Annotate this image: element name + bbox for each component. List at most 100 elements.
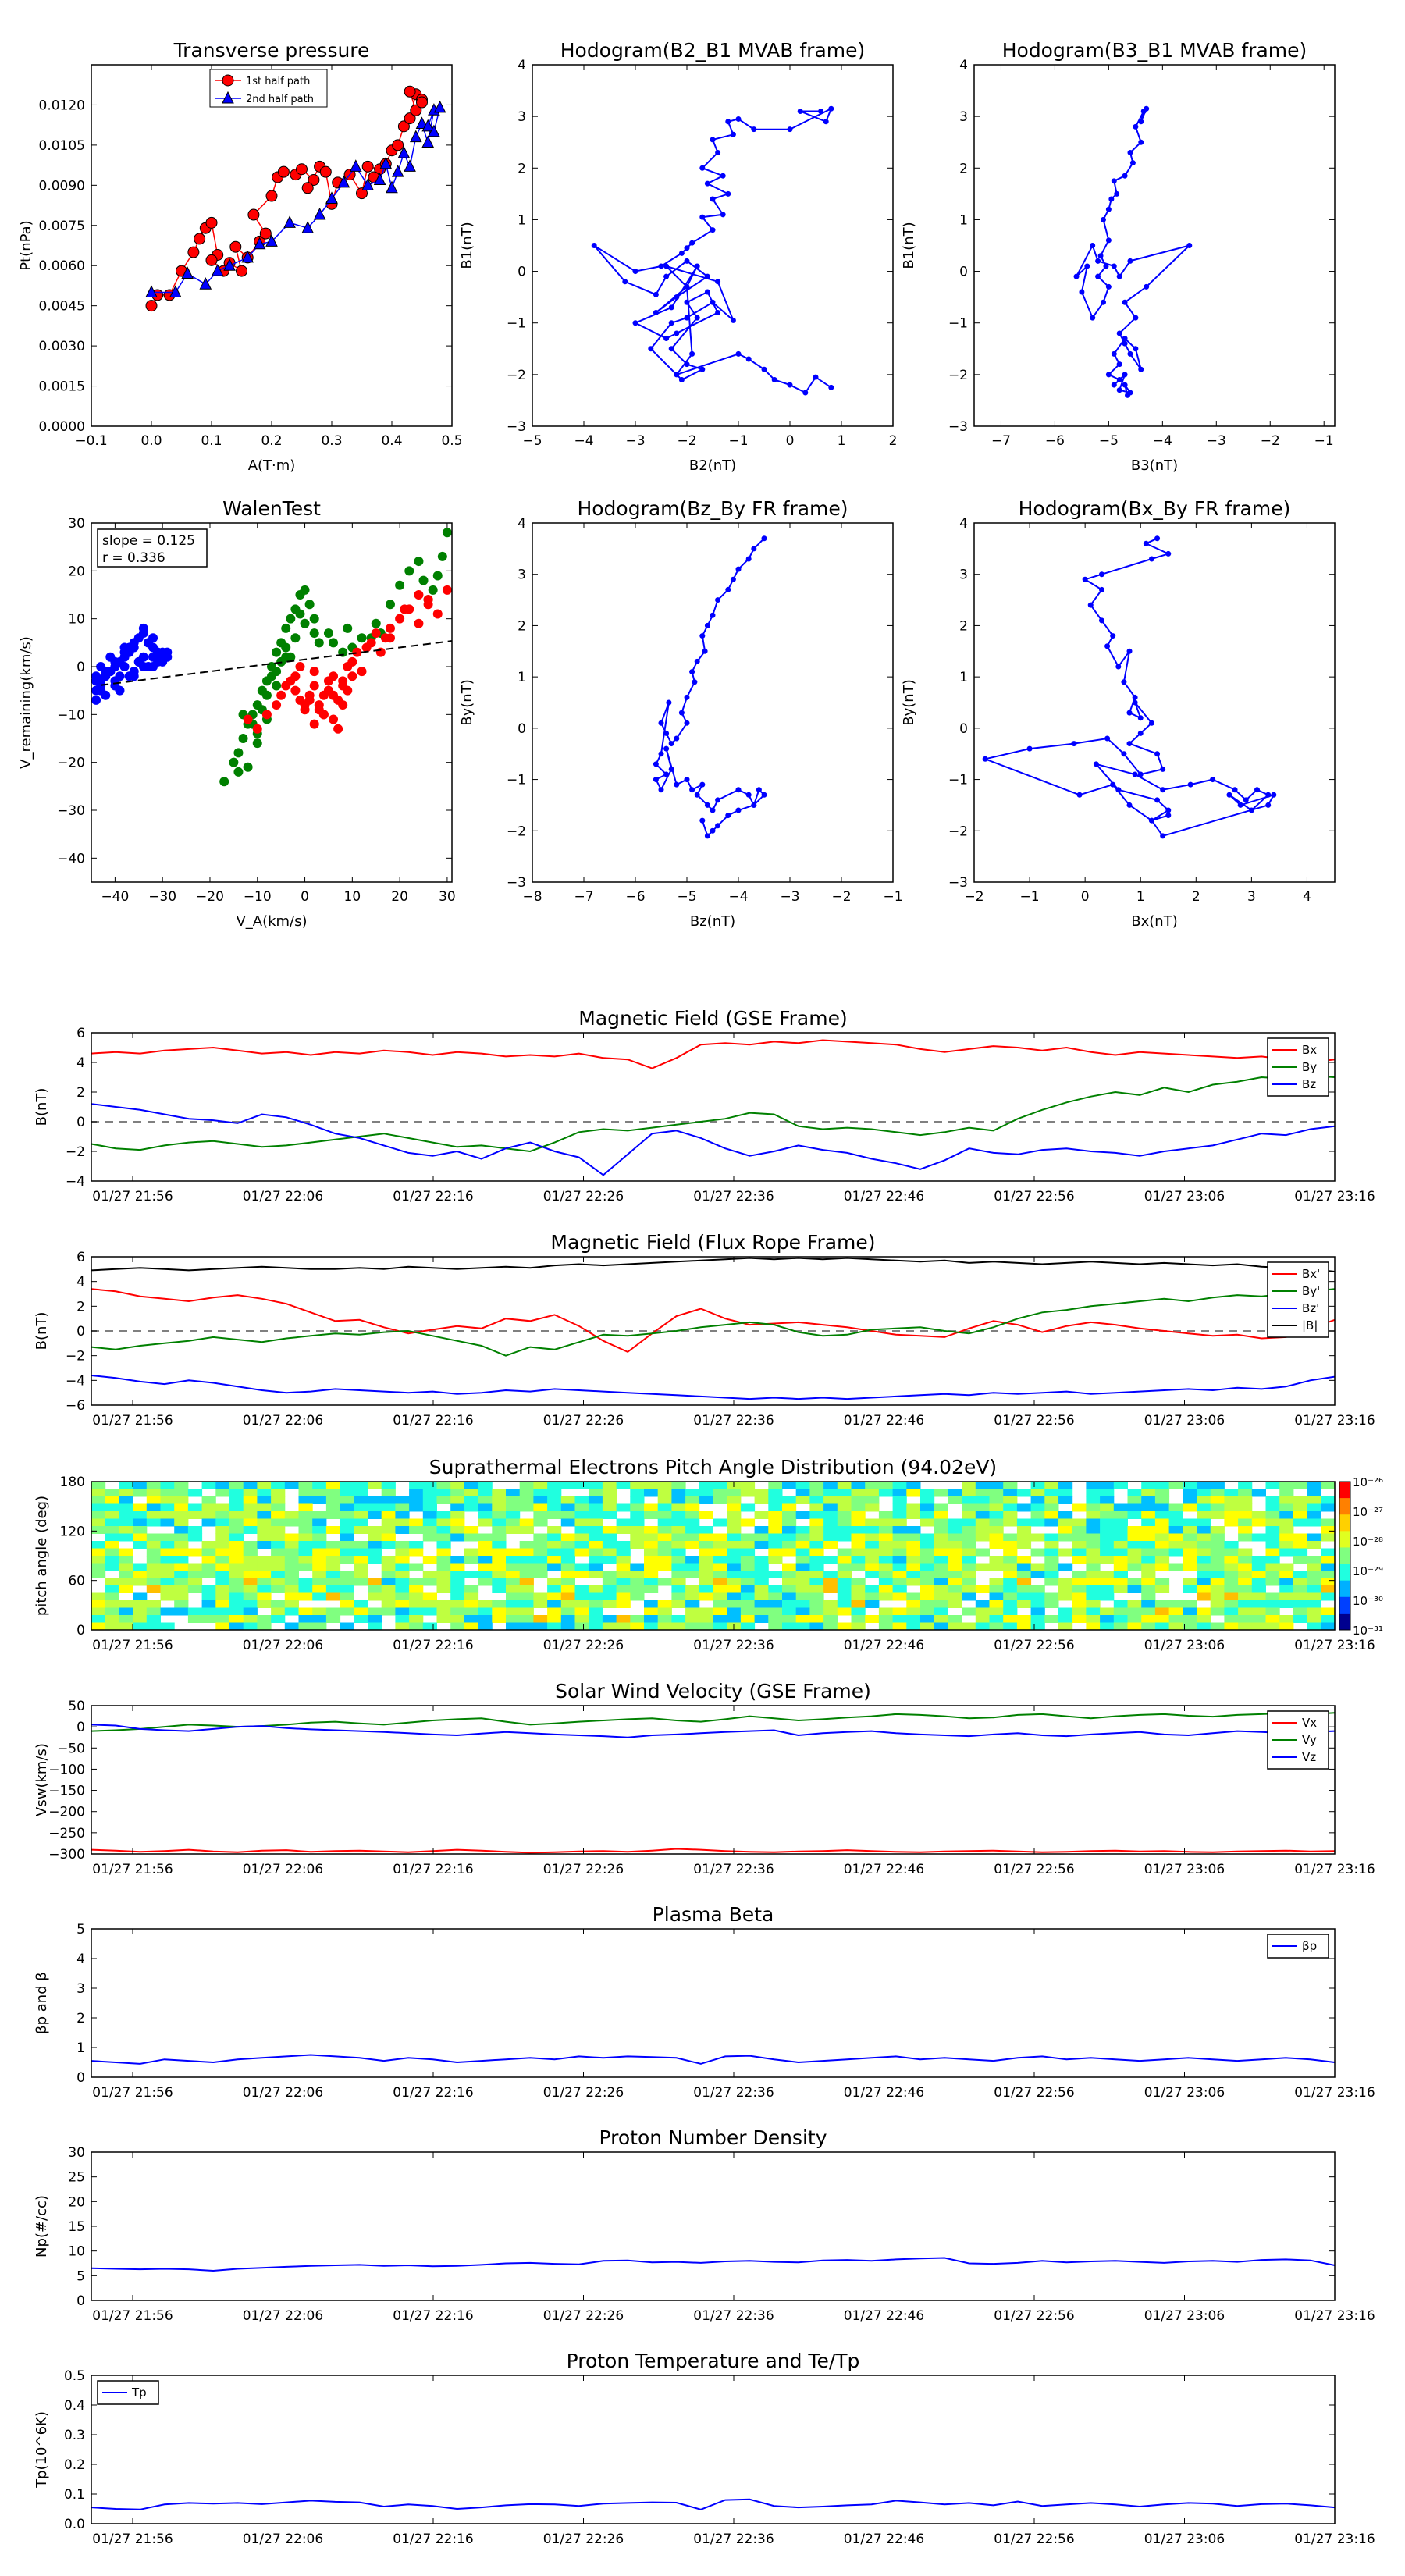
heatmap-cell (1003, 1578, 1018, 1586)
heatmap-cell (325, 1578, 341, 1586)
data-point (205, 216, 218, 229)
heatmap-cell (589, 1541, 603, 1549)
data-point (1187, 781, 1193, 788)
data-point (309, 614, 319, 624)
data-point (735, 787, 742, 793)
heatmap-cell (436, 1600, 451, 1608)
heatmap-cell (616, 1518, 631, 1527)
heatmap-cell (1238, 1526, 1253, 1534)
heatmap-cell (312, 1607, 327, 1616)
heatmap-cell (1210, 1622, 1225, 1631)
heatmap-cell (1141, 1541, 1156, 1549)
heatmap-cell (312, 1518, 327, 1527)
heatmap-cell (671, 1578, 686, 1586)
heatmap-cell (782, 1585, 797, 1593)
data-point (1254, 787, 1260, 793)
x-axis-label: A(T·m) (248, 457, 296, 474)
heatmap-cell (685, 1563, 700, 1571)
heatmap-cell (878, 1585, 894, 1593)
heatmap-cell (436, 1496, 451, 1504)
data-point (329, 690, 339, 700)
heatmap-cell (1003, 1503, 1018, 1512)
heatmap-cell (754, 1585, 769, 1593)
time-tick-label: 01/27 21:56 (92, 2085, 173, 2101)
chart-title: Hodogram(B3_B1 MVAB frame) (1002, 39, 1307, 62)
heatmap-cell (920, 1563, 935, 1571)
heatmap-cell (574, 1496, 589, 1504)
heatmap-cell (354, 1571, 368, 1578)
heatmap-cell (644, 1600, 659, 1608)
heatmap-cell (298, 1578, 313, 1586)
heatmap-cell (215, 1548, 230, 1557)
y-tick-label: 3 (518, 568, 526, 583)
x-tick-label: 1 (1136, 889, 1145, 905)
heatmap-cell (1141, 1489, 1156, 1497)
heatmap-cell (1210, 1503, 1225, 1512)
data-point (404, 85, 416, 98)
heatmap-cell (91, 1615, 106, 1623)
series-line (91, 1257, 1336, 1272)
heatmap-cell (878, 1563, 894, 1571)
heatmap-cell (243, 1511, 258, 1519)
heatmap-cell (782, 1571, 797, 1578)
heatmap-cell (699, 1578, 713, 1586)
heatmap-cell (948, 1622, 962, 1631)
data-point (301, 221, 315, 233)
heatmap-cell (1127, 1548, 1142, 1557)
heatmap-cell (574, 1533, 589, 1542)
heatmap-cell (989, 1585, 1004, 1593)
heatmap-cell (478, 1533, 493, 1542)
heatmap-cell (699, 1571, 713, 1578)
legend-label: βp (1302, 1939, 1317, 1953)
heatmap-cell (574, 1541, 589, 1549)
heatmap-cell (1265, 1548, 1280, 1557)
heatmap-cell (892, 1541, 907, 1549)
heatmap-cell (865, 1541, 880, 1549)
heatmap-cell (1044, 1548, 1059, 1557)
heatmap-cell (1210, 1548, 1225, 1557)
heatmap-cell (1030, 1563, 1045, 1571)
heatmap-cell (671, 1615, 686, 1623)
heatmap-cell (823, 1578, 838, 1586)
heatmap-cell (547, 1489, 562, 1497)
y-axis-label: Tp(10^6K) (34, 2411, 50, 2489)
heatmap-cell (809, 1556, 824, 1564)
data-point (1232, 787, 1238, 793)
heatmap-cell (602, 1622, 617, 1631)
data-point (699, 165, 706, 171)
heatmap-cell (1127, 1541, 1142, 1549)
y-tick-label: −250 (48, 1826, 85, 1841)
heatmap-cell (685, 1592, 700, 1601)
y-tick-label: 4 (76, 1055, 85, 1071)
data-point (982, 756, 988, 762)
heatmap-cell (1003, 1622, 1018, 1631)
series-line (593, 107, 833, 394)
heatmap-cell (1016, 1489, 1032, 1497)
heatmap-cell (381, 1526, 396, 1534)
data-point (343, 685, 353, 696)
data-point (110, 656, 120, 667)
y-tick-label: 25 (68, 2170, 85, 2186)
heatmap-cell (1293, 1548, 1308, 1557)
heatmap-cell (671, 1622, 686, 1631)
data-point (397, 120, 410, 133)
heatmap-cell (1251, 1518, 1266, 1527)
heatmap-cell (920, 1533, 935, 1542)
data-point (1076, 792, 1083, 798)
heatmap-cell (1003, 1533, 1018, 1542)
heatmap-cell (436, 1556, 451, 1564)
heatmap-cell (892, 1607, 907, 1616)
plot-frame (91, 2151, 1336, 2301)
heatmap-cell (589, 1533, 603, 1542)
heatmap-cell (119, 1548, 133, 1557)
heatmap-cell (754, 1496, 769, 1504)
heatmap-cell (962, 1622, 976, 1631)
x-tick-label: −5 (1099, 433, 1119, 449)
data-point (290, 633, 301, 643)
heatmap-cell (589, 1622, 603, 1631)
data-point (442, 528, 452, 538)
data-point (715, 823, 721, 829)
heatmap-cell (1100, 1607, 1115, 1616)
heatmap-cell (975, 1489, 990, 1497)
heatmap-cell (602, 1571, 617, 1578)
